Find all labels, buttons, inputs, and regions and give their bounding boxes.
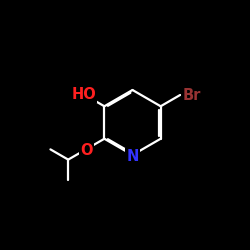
Text: O: O (80, 143, 93, 158)
Text: N: N (126, 149, 139, 164)
Text: Br: Br (182, 88, 201, 103)
Text: HO: HO (72, 87, 96, 102)
